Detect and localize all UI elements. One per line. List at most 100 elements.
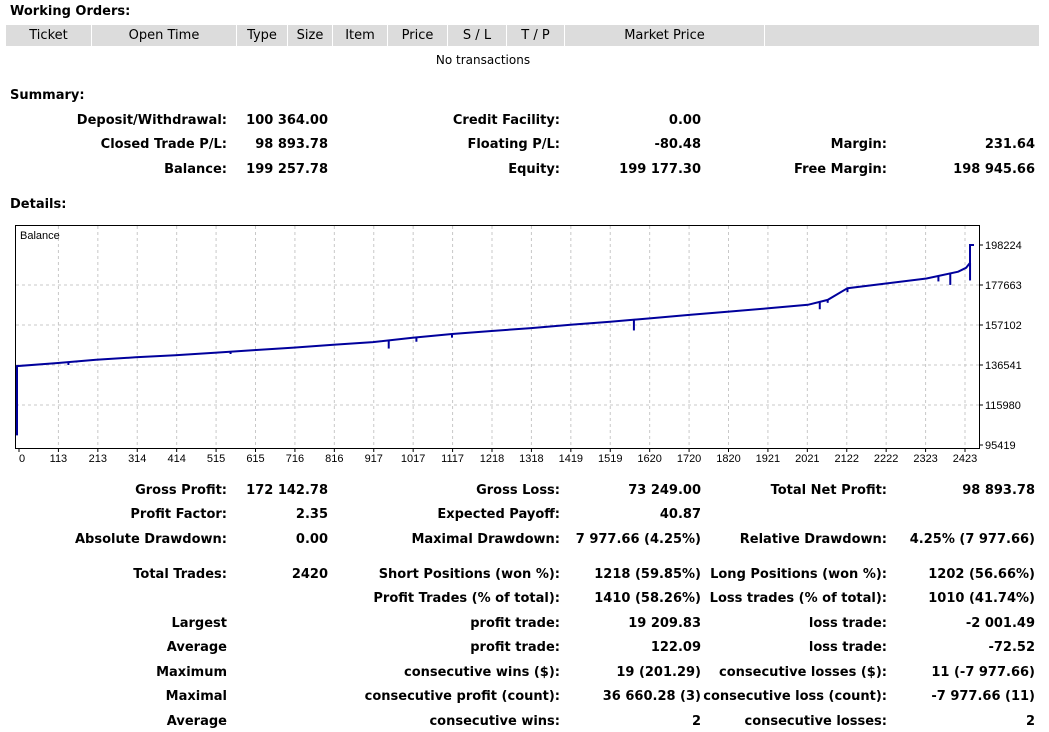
gross-profit-value: 172 142.78 xyxy=(246,483,328,498)
col-tp[interactable]: T / P xyxy=(507,25,565,46)
x-tick-label: 2323 xyxy=(913,453,937,465)
working-orders-header: Ticket Open Time Type Size Item Price S … xyxy=(6,25,1039,46)
max-cons-wins-value: 19 (201.29) xyxy=(616,665,701,680)
total-net-label: Total Net Profit: xyxy=(770,483,887,498)
working-orders-title: Working Orders: xyxy=(10,4,131,19)
x-tick-label: 816 xyxy=(325,453,343,465)
balance-dips xyxy=(67,262,972,365)
balance-series-line xyxy=(16,244,974,436)
x-tick-label: 515 xyxy=(207,453,225,465)
expected-payoff-value: 40.87 xyxy=(659,507,701,522)
free-margin-label: Free Margin: xyxy=(794,162,887,177)
chart-y-ticks: 198224 177663 157102 136541 115980 95419 xyxy=(979,240,1022,452)
balance-label: Balance: xyxy=(164,162,227,177)
average-label: Average xyxy=(166,640,227,655)
x-tick-label: 615 xyxy=(246,453,264,465)
x-tick-label: 314 xyxy=(128,453,146,465)
free-margin-value: 198 945.66 xyxy=(953,162,1035,177)
x-tick-label: 1620 xyxy=(637,453,661,465)
floating-pl-value: -80.48 xyxy=(654,137,701,152)
largest-label: Largest xyxy=(171,616,227,631)
col-market-price[interactable]: Market Price xyxy=(565,25,765,46)
floating-pl-label: Floating P/L: xyxy=(467,137,560,152)
abs-drawdown-value: 0.00 xyxy=(295,532,328,547)
total-trades-value: 2420 xyxy=(291,567,328,582)
col-price[interactable]: Price xyxy=(388,25,448,46)
x-tick-label: 1419 xyxy=(559,453,583,465)
gross-profit-label: Gross Profit: xyxy=(135,483,227,498)
avg-cons-wins-label: consecutive wins: xyxy=(429,714,560,729)
y-tick-label: 115980 xyxy=(985,400,1021,412)
x-tick-label: 0 xyxy=(19,453,25,465)
balance-chart: 0 113 213 314 414 515 615 716 816 917 1017 1117 1218… xyxy=(15,225,1022,465)
closed-pl-value: 98 893.78 xyxy=(255,137,328,152)
avg-cons-losses-value: 2 xyxy=(1025,714,1035,729)
details-title: Details: xyxy=(10,197,67,212)
y-tick-label: 136541 xyxy=(985,360,1022,372)
balance-value: 199 257.78 xyxy=(246,162,328,177)
credit-value: 0.00 xyxy=(668,113,701,128)
long-positions-label: Long Positions (won %): xyxy=(710,567,887,582)
max-drawdown-label: Maximal Drawdown: xyxy=(411,532,560,547)
no-transactions-text: No transactions xyxy=(435,53,531,67)
col-sl[interactable]: S / L xyxy=(448,25,507,46)
x-tick-label: 1519 xyxy=(598,453,622,465)
x-tick-label: 2423 xyxy=(953,453,977,465)
gross-loss-label: Gross Loss: xyxy=(476,483,560,498)
rel-drawdown-label: Relative Drawdown: xyxy=(739,532,887,547)
margin-value: 231.64 xyxy=(984,137,1035,152)
profit-factor-value: 2.35 xyxy=(295,507,328,522)
profit-factor-label: Profit Factor: xyxy=(130,507,227,522)
maximum-label: Maximum xyxy=(156,665,227,680)
col-open-time[interactable]: Open Time xyxy=(92,25,237,46)
largest-profit-label: profit trade: xyxy=(470,616,560,631)
max-cons-wins-label: consecutive wins ($): xyxy=(403,665,560,680)
maximal-profit-value: 36 660.28 (3) xyxy=(602,689,701,704)
equity-label: Equity: xyxy=(508,162,560,177)
profit-trades-value: 1410 (58.26%) xyxy=(594,591,701,606)
col-type[interactable]: Type xyxy=(237,25,288,46)
x-tick-label: 2021 xyxy=(795,453,819,465)
x-tick-label: 1720 xyxy=(677,453,701,465)
rel-drawdown-value: 4.25% (7 977.66) xyxy=(909,532,1035,547)
avg-profit-value: 122.09 xyxy=(650,640,701,655)
y-tick-label: 157102 xyxy=(985,320,1022,332)
total-net-value: 98 893.78 xyxy=(962,483,1035,498)
maximal-loss-label: consecutive loss (count): xyxy=(703,689,887,704)
avg-loss-value: -72.52 xyxy=(988,640,1035,655)
x-tick-label: 2222 xyxy=(874,453,898,465)
largest-loss-label: loss trade: xyxy=(808,616,887,631)
col-size[interactable]: Size xyxy=(288,25,333,46)
expected-payoff-label: Expected Payoff: xyxy=(437,507,560,522)
margin-label: Margin: xyxy=(830,137,887,152)
y-tick-label: 198224 xyxy=(985,240,1022,252)
chart-x-ticks: 0 113 213 314 414 515 615 716 816 917 1017 1117 1218… xyxy=(18,448,977,465)
x-tick-label: 1318 xyxy=(519,453,543,465)
avg-cons-wins-value: 2 xyxy=(691,714,701,729)
max-cons-losses-value: 11 (-7 977.66) xyxy=(931,665,1035,680)
profit-trades-label: Profit Trades (% of total): xyxy=(373,591,560,606)
short-positions-value: 1218 (59.85%) xyxy=(594,567,701,582)
y-tick-label: 95419 xyxy=(985,440,1016,452)
col-ticket[interactable]: Ticket xyxy=(6,25,92,46)
x-tick-label: 716 xyxy=(286,453,304,465)
col-item[interactable]: Item xyxy=(333,25,388,46)
max-cons-losses-label: consecutive losses ($): xyxy=(719,665,887,680)
x-tick-label: 1820 xyxy=(716,453,740,465)
avg-cons-losses-label: consecutive losses: xyxy=(744,714,887,729)
chart-plot-area xyxy=(15,225,980,449)
loss-trades-value: 1010 (41.74%) xyxy=(928,591,1035,606)
x-tick-label: 1117 xyxy=(441,453,464,465)
x-tick-label: 414 xyxy=(167,453,185,465)
x-tick-label: 213 xyxy=(89,453,107,465)
x-tick-label: 1921 xyxy=(756,453,780,465)
chart-grid xyxy=(16,226,979,448)
x-tick-label: 917 xyxy=(365,453,383,465)
max-drawdown-value: 7 977.66 (4.25%) xyxy=(575,532,701,547)
summary-title: Summary: xyxy=(10,88,85,103)
credit-label: Credit Facility: xyxy=(452,113,560,128)
x-tick-label: 113 xyxy=(50,453,68,465)
x-tick-label: 1017 xyxy=(401,453,425,465)
deposit-label: Deposit/Withdrawal: xyxy=(76,113,227,128)
loss-trades-label: Loss trades (% of total): xyxy=(709,591,887,606)
